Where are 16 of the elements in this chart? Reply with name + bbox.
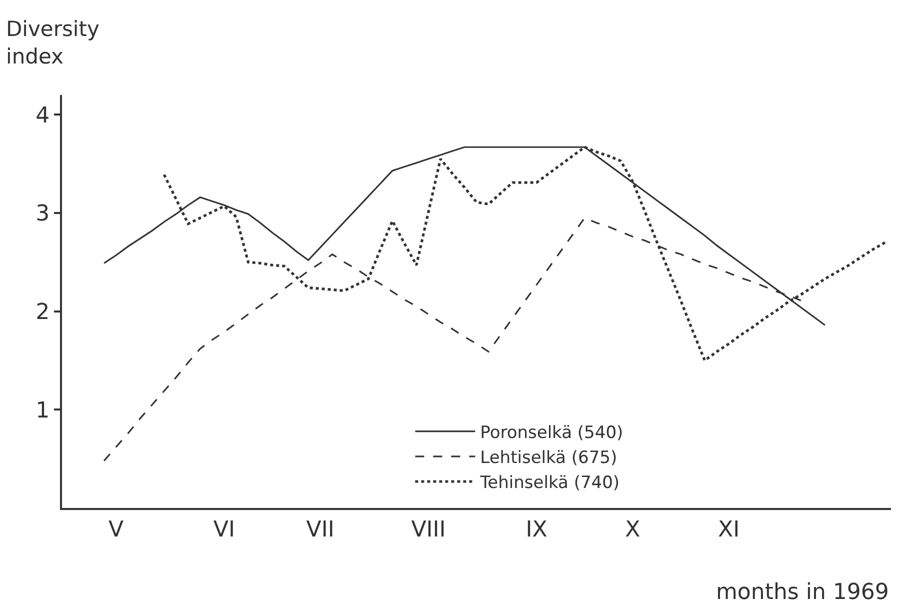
x-tick-label: V: [108, 517, 124, 542]
y-tick-label: 1: [36, 398, 50, 424]
y-axis-title: Diversity index: [6, 17, 100, 68]
x-tick-label: XI: [718, 517, 740, 542]
legend-label: Poronselkä (540): [480, 422, 624, 443]
y-tick-label: 4: [36, 103, 50, 128]
legend-label: Lehtiselkä (675): [480, 448, 618, 468]
legend-label: Tehinselkä (740): [479, 473, 620, 494]
x-tick-label: VIII: [411, 517, 446, 542]
x-axis-title: months in 1969: [716, 580, 889, 605]
x-tick-label: IX: [526, 517, 548, 542]
x-tick-label: VII: [306, 517, 334, 542]
x-tick-label: VI: [213, 517, 235, 542]
x-tick-label: X: [625, 517, 640, 542]
y-tick-label: 2: [36, 300, 50, 326]
y-tick-label: 3: [36, 202, 50, 227]
